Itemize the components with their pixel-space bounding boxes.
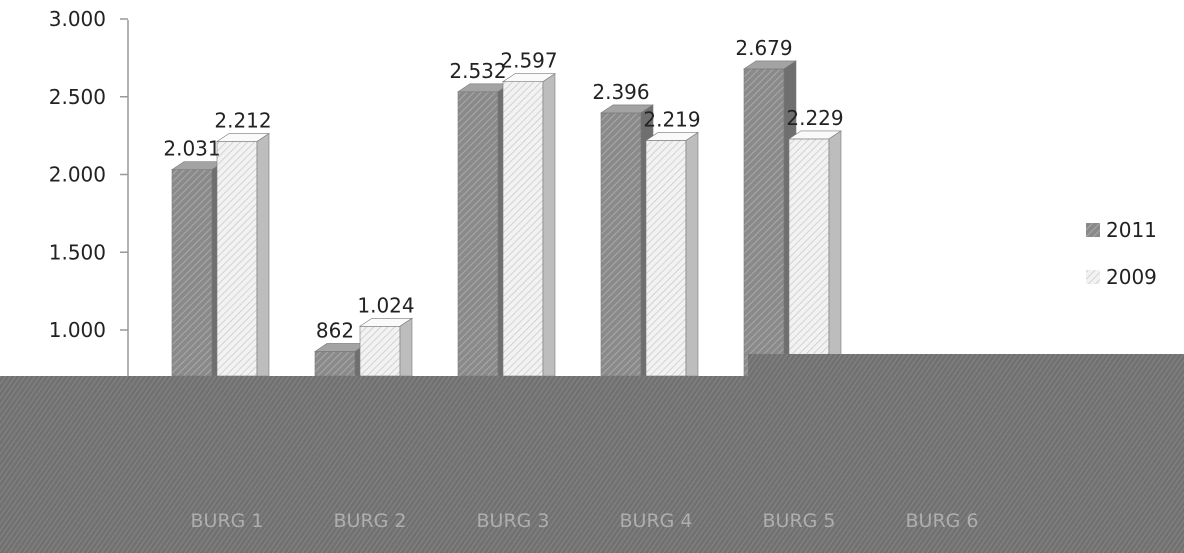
data-label-2011: 2.396	[592, 80, 649, 104]
data-label-2011: 2.031	[163, 137, 220, 161]
x-tick-label: BURG 3	[477, 510, 550, 532]
bar-front	[359, 325, 401, 377]
bar-front	[457, 91, 499, 377]
bar-side	[828, 130, 842, 377]
legend-label-2009: 2009	[1106, 265, 1157, 289]
data-label-2009: 2.229	[786, 106, 843, 130]
bar-2011-2	[457, 83, 511, 377]
data-label-2011: 2.532	[449, 59, 506, 83]
data-label-2011: 2.679	[735, 36, 792, 60]
bar-2011-3	[600, 104, 654, 377]
bar-front	[314, 351, 356, 377]
bar-side	[542, 73, 556, 377]
obscured-lower-band	[0, 376, 1184, 553]
data-label-2009: 1.024	[357, 293, 414, 317]
bar-2011-0	[171, 161, 225, 377]
bar-side	[685, 131, 699, 377]
legend: 2011 2009	[1086, 218, 1157, 289]
x-axis-labels: BURG 1 BURG 2 BURG 3 BURG 4 BURG 5 BURG 6	[191, 510, 979, 532]
y-tick-label: 3.000	[49, 7, 106, 31]
bar-2009-0	[216, 132, 270, 377]
y-tick-label: 1.000	[49, 318, 106, 342]
bar-2009-4	[788, 130, 842, 377]
bar-side	[256, 132, 270, 377]
bar-front	[171, 169, 213, 377]
legend-swatch-2011	[1086, 223, 1100, 237]
bar-2009-2	[502, 73, 556, 377]
y-tick-label: 2.500	[49, 85, 106, 109]
bar-side	[399, 317, 413, 377]
x-tick-label: BURG 2	[334, 510, 407, 532]
bar-front	[645, 140, 687, 377]
bars	[171, 60, 842, 377]
y-tick-label: 1.500	[49, 240, 106, 264]
legend-label-2011: 2011	[1106, 218, 1157, 242]
data-label-2011: 862	[316, 318, 354, 342]
legend-swatch-2009	[1086, 270, 1100, 284]
x-tick-label: BURG 5	[763, 510, 836, 532]
bar-2009-1	[359, 317, 413, 377]
x-tick-label: BURG 4	[620, 510, 693, 532]
bar-2011-1	[314, 342, 368, 377]
x-tick-label: BURG 6	[906, 510, 979, 532]
x-tick-label: BURG 1	[191, 510, 264, 532]
obscured-right-strip	[748, 354, 1184, 378]
bar-front	[216, 141, 258, 377]
data-label-2009: 2.212	[214, 109, 271, 133]
bar-front	[743, 68, 785, 377]
y-tick-label: 2.000	[49, 163, 106, 187]
data-label-2009: 2.219	[643, 107, 700, 131]
bar-front	[502, 81, 544, 377]
data-label-2009: 2.597	[500, 49, 557, 73]
bar-front	[600, 112, 642, 377]
bar-2009-3	[645, 131, 699, 377]
bar-front	[788, 138, 830, 377]
